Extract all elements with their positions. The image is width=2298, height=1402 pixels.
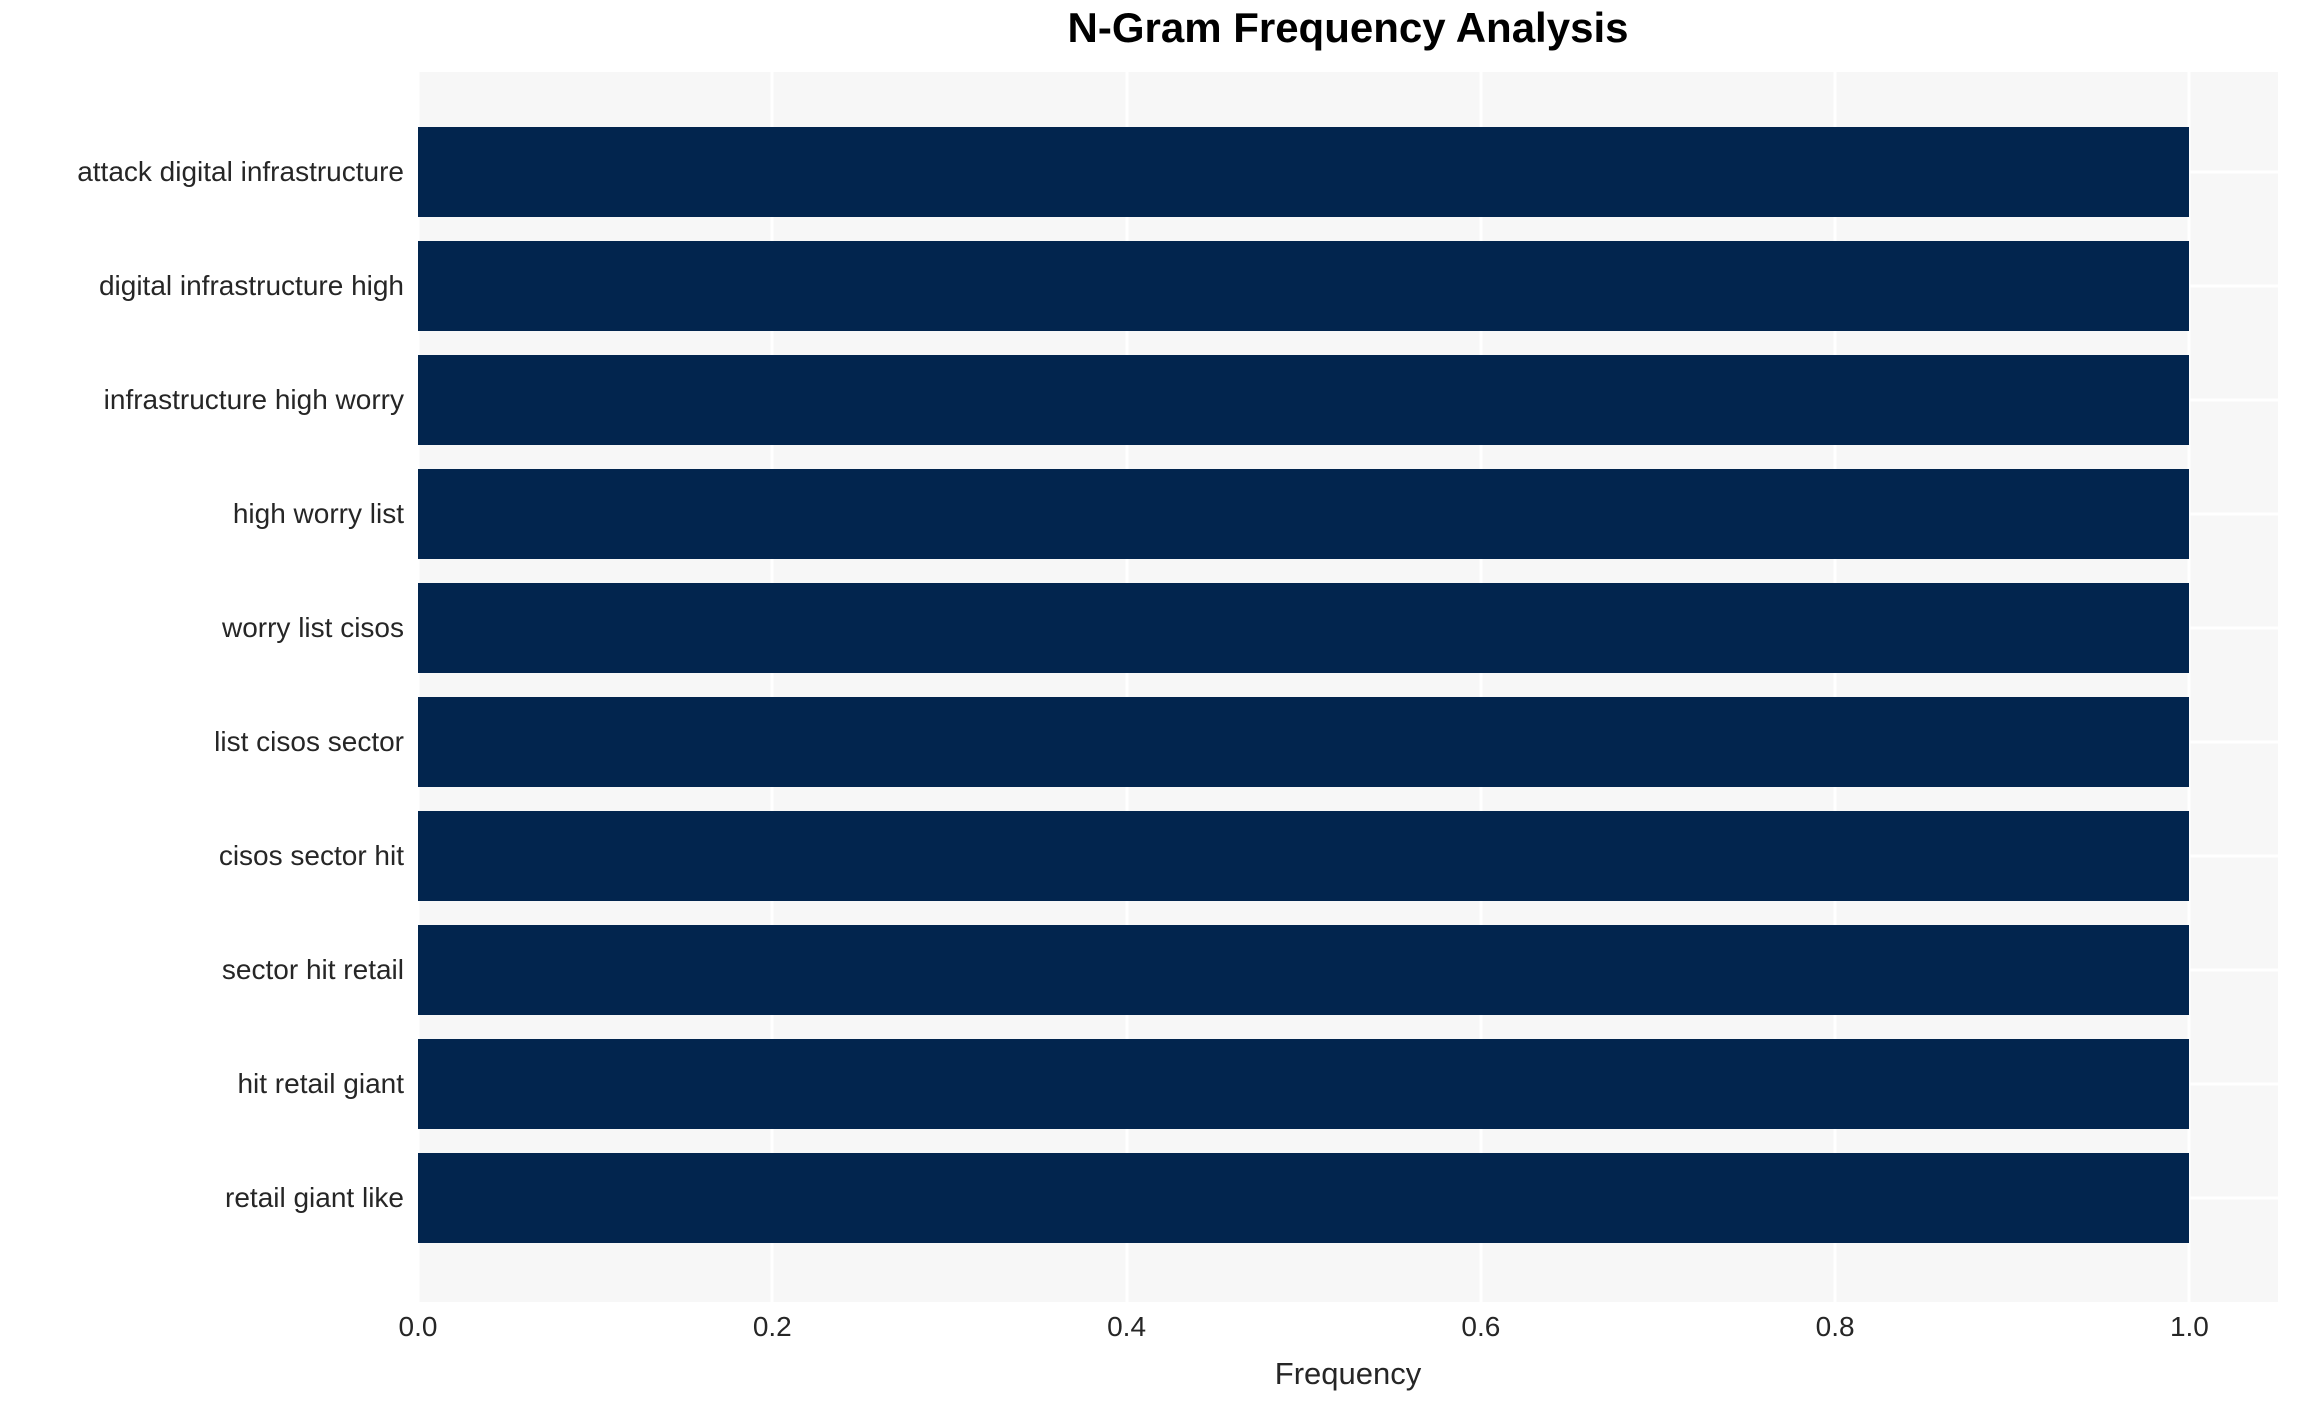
chart-title: N-Gram Frequency Analysis: [1067, 4, 1629, 51]
vertical-gridline: [1125, 72, 1129, 1302]
bar: [418, 1039, 2190, 1129]
x-tick-label: 0.8: [1815, 1311, 1855, 1342]
y-tick-label: infrastructure high worry: [103, 384, 404, 415]
x-tick-label: 0.0: [398, 1311, 438, 1342]
bar: [418, 127, 2190, 217]
vertical-gridline: [2187, 72, 2191, 1302]
plot-area: [416, 72, 2278, 1302]
x-tick-label: 0.2: [752, 1311, 792, 1342]
vertical-gridline: [1479, 72, 1483, 1302]
x-tick-label: 0.4: [1107, 1311, 1147, 1342]
bar: [418, 241, 2190, 331]
y-tick-label: attack digital infrastructure: [77, 156, 404, 187]
y-tick-label: sector hit retail: [221, 954, 404, 985]
y-tick-label: list cisos sector: [214, 726, 404, 757]
bar: [418, 697, 2190, 787]
bar: [418, 925, 2190, 1015]
x-axis: 0.0 0.2 0.4 0.6 0.8 1.0: [399, 1311, 2278, 1347]
x-tick-label: 0.6: [1461, 1311, 1501, 1342]
bar: [418, 583, 2190, 673]
bar: [418, 811, 2190, 901]
y-tick-label: cisos sector hit: [218, 840, 404, 871]
y-tick-label: worry list cisos: [221, 612, 404, 643]
y-tick-label: high worry list: [232, 498, 404, 529]
bar: [418, 469, 2190, 559]
vertical-gridline: [1833, 72, 1837, 1302]
y-tick-label: digital infrastructure high: [98, 270, 404, 301]
bar: [418, 355, 2190, 445]
bar: [418, 1153, 2190, 1243]
y-axis: attack digital infrastructure digital inf…: [0, 72, 404, 1302]
y-tick-label: retail giant like: [225, 1182, 404, 1213]
vertical-gridline: [416, 72, 420, 1302]
x-axis-label: Frequency: [1274, 1356, 1422, 1391]
vertical-gridline: [770, 72, 774, 1302]
y-tick-label: hit retail giant: [237, 1068, 404, 1099]
x-tick-label: 1.0: [2169, 1311, 2209, 1342]
